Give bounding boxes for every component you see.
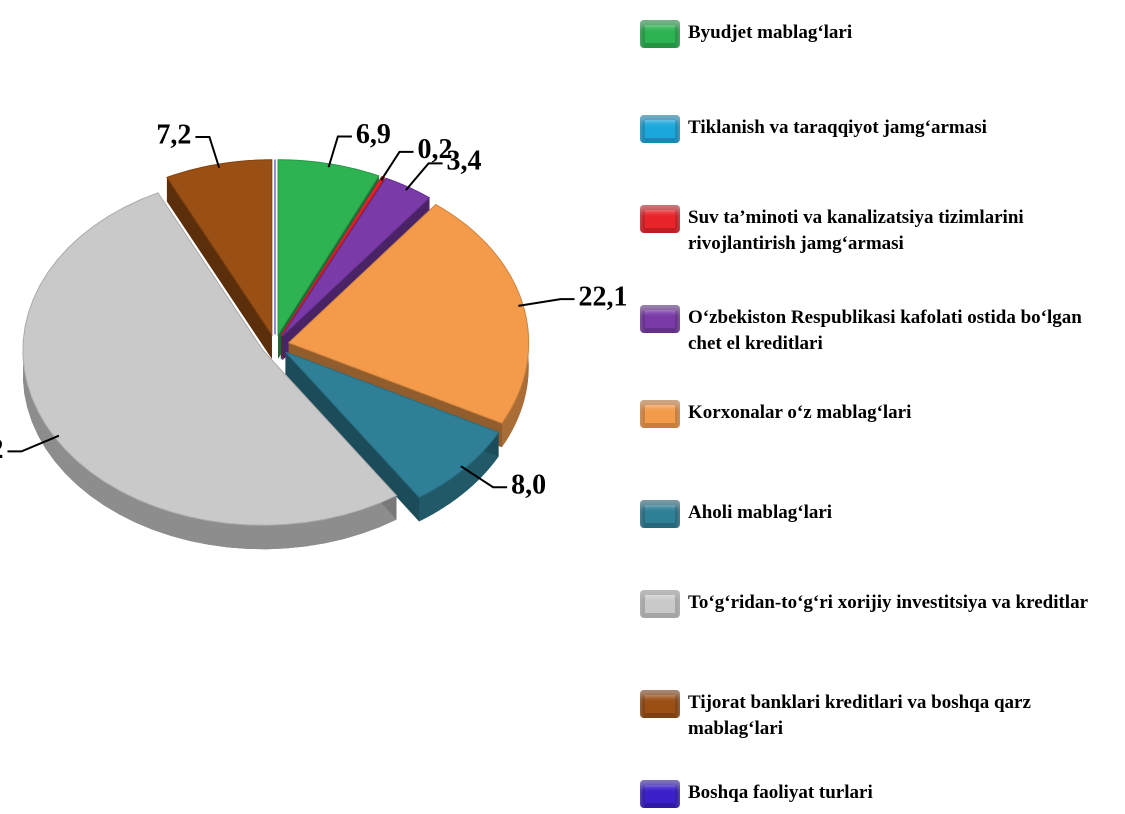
legend-item: Boshqa faoliyat turlari	[640, 780, 1110, 808]
legend-item: Byudjet mablag‘lari	[640, 20, 1110, 48]
data-label: 3,4	[447, 146, 482, 177]
legend-swatch	[640, 20, 680, 48]
legend-swatch	[640, 205, 680, 233]
slice-cut	[285, 351, 420, 522]
legend-swatch	[640, 400, 680, 428]
legend-item: To‘g‘ridan-to‘g‘ri xorijiy investitsiya …	[640, 590, 1110, 618]
legend-label: O‘zbekiston Respublikasi kafolati ostida…	[688, 307, 1082, 354]
legend-label: Aholi mablag‘lari	[688, 502, 833, 523]
legend-item: O‘zbekiston Respublikasi kafolati ostida…	[640, 305, 1110, 357]
slice-cut	[166, 177, 272, 359]
slice-tops	[22, 159, 530, 526]
legend-label: To‘g‘ridan-to‘g‘ri xorijiy investitsiya …	[688, 592, 1089, 613]
data-label: 8,0	[511, 470, 546, 501]
legend-label: Korxonalar o‘z mablag‘lari	[688, 402, 912, 423]
legend-swatch	[640, 500, 680, 528]
data-label: 7,2	[156, 119, 191, 150]
legend-swatch	[640, 305, 680, 333]
leader-line	[380, 150, 414, 181]
leader-line	[405, 162, 443, 191]
legend-item: Aholi mablag‘lari	[640, 500, 1110, 528]
pie-chart: 6,9 0,23,4 22,1 8,0 52,2 7,2	[0, 119, 628, 550]
leader-line	[518, 298, 575, 307]
legend-item: Tijorat banklari kreditlari va boshqa qa…	[640, 690, 1110, 742]
leader-line	[7, 434, 60, 453]
leader-line	[460, 465, 508, 489]
legend-label: Suv ta’minoti va kanalizatsiya tizimlari…	[688, 207, 1024, 254]
legend-label: Tiklanish va taraqqiyot jamg‘armasi	[688, 117, 987, 138]
legend-label: Tijorat banklari kreditlari va boshqa qa…	[688, 692, 1031, 739]
slice-side	[22, 192, 397, 550]
data-label: 6,9	[356, 119, 391, 150]
legend-swatch	[640, 590, 680, 618]
slice-side	[419, 432, 499, 522]
labels: 6,9 0,23,4 22,1 8,0 52,2 7,2	[0, 119, 628, 501]
legend-swatch	[640, 690, 680, 718]
data-label: 22,1	[579, 282, 628, 313]
legend-item: Tiklanish va taraqqiyot jamg‘armasi	[640, 115, 1110, 143]
legend-swatch	[640, 115, 680, 143]
legend-item: Korxonalar o‘z mablag‘lari	[640, 400, 1110, 428]
data-label: 0,2	[417, 134, 452, 165]
leader-line	[327, 135, 352, 168]
legend-item: Suv ta’minoti va kanalizatsiya tizimlari…	[640, 205, 1110, 257]
legend-label: Byudjet mablag‘lari	[688, 22, 853, 43]
leader-line	[195, 135, 221, 168]
data-label: 52,2	[0, 434, 3, 465]
legend-swatch	[640, 780, 680, 808]
legend-label: Boshqa faoliyat turlari	[688, 782, 873, 803]
